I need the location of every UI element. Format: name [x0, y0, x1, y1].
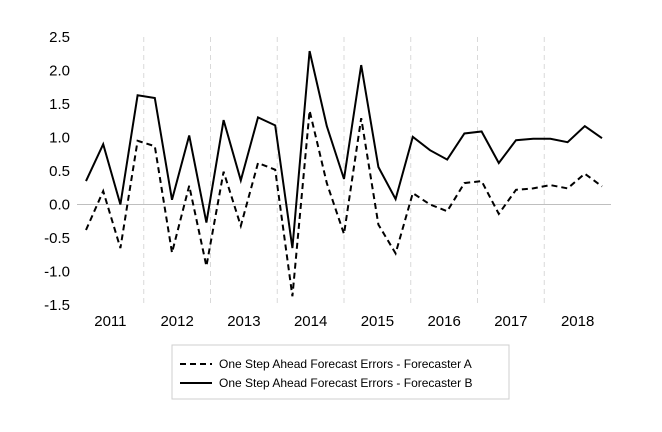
x-tick-label: 2012	[160, 313, 193, 330]
legend-box	[171, 344, 510, 400]
x-tick-label: 2016	[427, 313, 460, 330]
legend: One Step Ahead Forecast Errors - Forecas…	[171, 344, 510, 400]
y-tick-label: -0.5	[44, 230, 70, 247]
y-tick-label: 2.5	[49, 29, 70, 46]
x-tick-label: 2018	[561, 313, 594, 330]
gridlines	[143, 37, 545, 305]
legend-label-forecaster-a: One Step Ahead Forecast Errors - Forecas…	[219, 357, 472, 371]
y-tick-labels: 2.5 2.0 1.5 1.0 0.5 0.0 -0.5 -1.0 -1.5	[44, 29, 70, 314]
x-tick-label: 2015	[361, 313, 394, 330]
y-tick-label: 2.0	[49, 63, 70, 80]
y-tick-label: 0.5	[49, 163, 70, 180]
x-tick-label: 2014	[294, 313, 327, 330]
series-line-forecaster-b	[85, 50, 603, 249]
x-tick-labels: 2011 2012 2013 2014 2015 2016 2017 2018	[94, 313, 594, 330]
x-tick-label: 2011	[94, 313, 126, 330]
y-tick-label: -1.0	[44, 264, 70, 281]
y-tick-label: 1.0	[49, 130, 70, 147]
x-tick-label: 2017	[494, 313, 527, 330]
series-line-forecaster-a	[85, 110, 603, 297]
y-tick-label: -1.5	[44, 297, 70, 314]
series-lines	[85, 50, 603, 297]
y-tick-label: 1.5	[49, 96, 70, 113]
x-tick-label: 2013	[227, 313, 260, 330]
y-tick-label: 0.0	[49, 197, 70, 214]
legend-label-forecaster-b: One Step Ahead Forecast Errors - Forecas…	[219, 376, 472, 390]
